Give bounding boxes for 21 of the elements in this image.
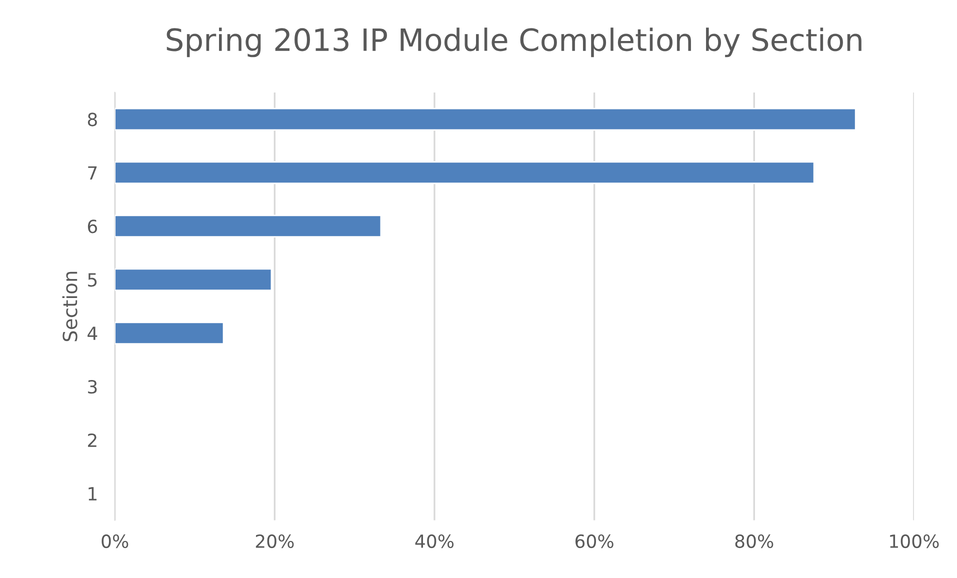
chart-title: Spring 2013 IP Module Completion by Section xyxy=(166,28,862,58)
y-tick-label: 6 xyxy=(88,220,98,234)
y-tick-label: 1 xyxy=(88,487,97,500)
bar xyxy=(114,322,224,344)
bar xyxy=(114,214,382,238)
y-tick-label: 4 xyxy=(88,326,98,340)
x-tick-label: 40% xyxy=(415,534,454,548)
x-tick-label: 80% xyxy=(735,534,774,548)
x-tick-label: 100% xyxy=(890,534,939,548)
bar xyxy=(114,161,815,184)
y-tick-label: 2 xyxy=(88,433,96,447)
bar xyxy=(114,268,272,291)
x-tick-label: 20% xyxy=(256,534,294,548)
x-tick-label: 0% xyxy=(102,534,128,548)
y-tick-label: 5 xyxy=(88,273,97,287)
y-tick-label: 3 xyxy=(88,380,97,394)
x-tick-label: 60% xyxy=(575,534,614,548)
y-tick-label: 8 xyxy=(88,112,97,126)
bar xyxy=(114,108,856,131)
y-axis-title: Section xyxy=(62,272,78,342)
y-tick-label: 7 xyxy=(88,166,97,180)
